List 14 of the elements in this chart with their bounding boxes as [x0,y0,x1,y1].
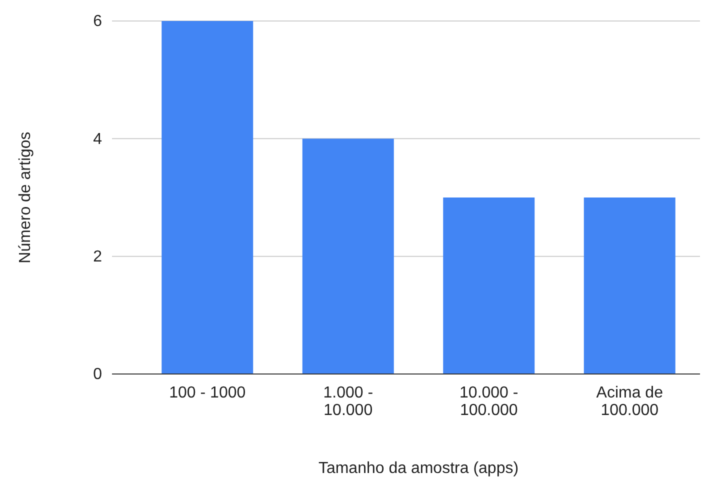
x-tick-label: 1.000 - 10.000 [323,384,374,419]
x-tick-label: Acima de 100.000 [596,384,664,419]
y-tick-label: 6 [93,13,102,30]
y-axis-title: Número de artigos [17,132,34,264]
y-tick-label: 2 [93,248,102,266]
bar [584,198,676,374]
bar [162,21,254,374]
bar [302,138,394,374]
y-tick-label: 0 [93,366,102,384]
x-tick-label: 10.000 - 100.000 [460,384,518,419]
x-axis-title: Tamanho da amostra (apps) [318,460,519,477]
y-tick-label: 4 [93,130,102,148]
bar [443,198,535,374]
x-tick-label: 100 - 1000 [169,384,246,402]
